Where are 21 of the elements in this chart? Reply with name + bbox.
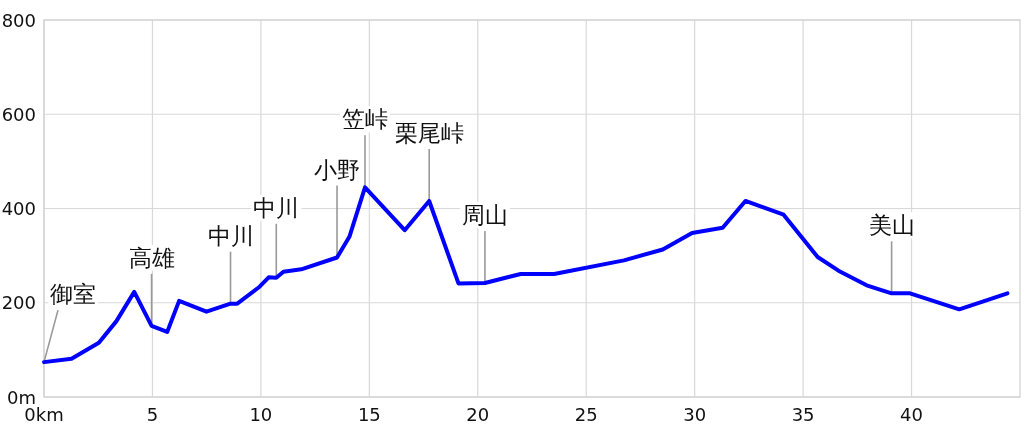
annotation: 栗尾峠 bbox=[394, 119, 464, 146]
xtick: 5 bbox=[146, 404, 159, 425]
xtick: 10 bbox=[249, 404, 273, 425]
xtick: 25 bbox=[574, 404, 598, 425]
annotation: 高雄 bbox=[128, 244, 175, 271]
annotation: 笠峠 bbox=[342, 106, 388, 133]
xtick: 30 bbox=[683, 404, 707, 425]
ytick: 600 bbox=[1, 103, 36, 125]
xtick: 35 bbox=[791, 404, 815, 425]
xtick: 20 bbox=[466, 404, 490, 425]
xtick: 40 bbox=[900, 404, 923, 425]
annotation: 中川 bbox=[207, 222, 254, 249]
ytick: 200 bbox=[1, 292, 36, 314]
ytick: 400 bbox=[1, 198, 36, 219]
annotation: 御室 bbox=[50, 281, 96, 308]
annotation: 美山 bbox=[868, 212, 915, 239]
annotation: 中川 bbox=[253, 194, 300, 221]
annotation: 小野 bbox=[314, 156, 360, 183]
xtick: 15 bbox=[357, 404, 381, 425]
annotation: 周山 bbox=[461, 201, 508, 228]
ytick: 800 bbox=[1, 9, 36, 31]
